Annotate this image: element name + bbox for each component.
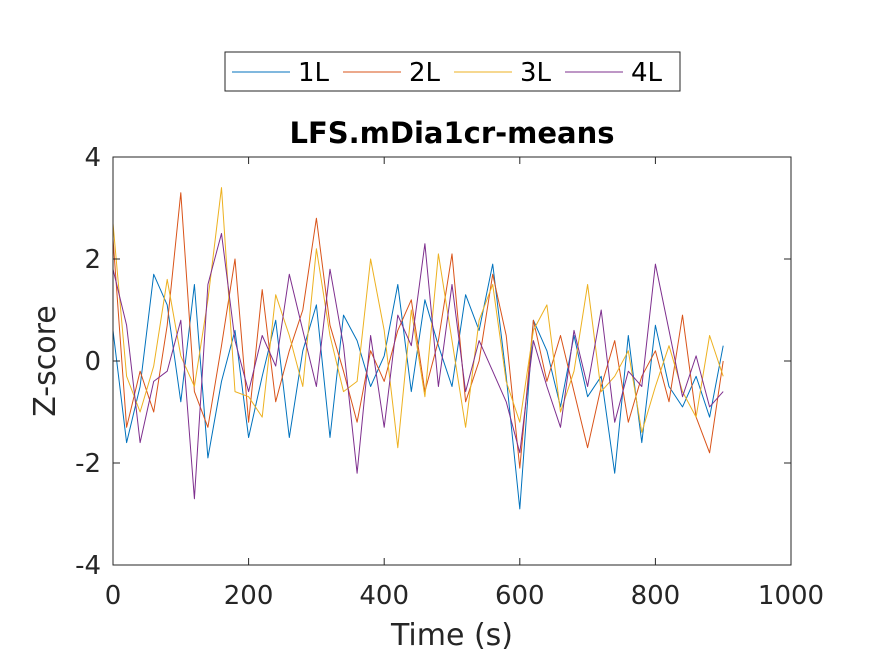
x-tick-label: 400 (359, 581, 409, 611)
x-tick-label: 1000 (758, 581, 824, 611)
legend: 1L 2L 3L 4L (224, 51, 681, 92)
y-axis-label: Z-score (28, 305, 63, 416)
y-tick-label: 4 (84, 143, 101, 173)
x-tick-label: 200 (224, 581, 274, 611)
series-line-4 (112, 233, 724, 500)
plot-area (113, 157, 791, 565)
series-group (112, 187, 724, 510)
series-line-3 (112, 187, 724, 449)
y-tick-label: -4 (75, 551, 101, 581)
legend-label-2: 2L (409, 58, 441, 88)
x-axis-label: Time (s) (390, 618, 513, 653)
legend-label-1: 1L (298, 58, 330, 88)
chart-title: LFS.mDia1cr-means (289, 116, 614, 150)
y-tick-label: 0 (84, 347, 101, 377)
x-tick-label: 800 (631, 581, 681, 611)
y-tick-label: 2 (84, 245, 101, 275)
x-tick-label: 600 (495, 581, 545, 611)
y-tick-label: -2 (75, 449, 101, 479)
legend-label-4: 4L (631, 58, 663, 88)
x-tick-label: 0 (105, 581, 122, 611)
x-axis-ticks: 0 200 400 600 800 1000 (105, 157, 824, 611)
legend-label-3: 3L (520, 58, 552, 88)
y-axis-ticks: -4 -2 0 2 4 (75, 143, 791, 581)
series-line-2 (112, 192, 724, 469)
